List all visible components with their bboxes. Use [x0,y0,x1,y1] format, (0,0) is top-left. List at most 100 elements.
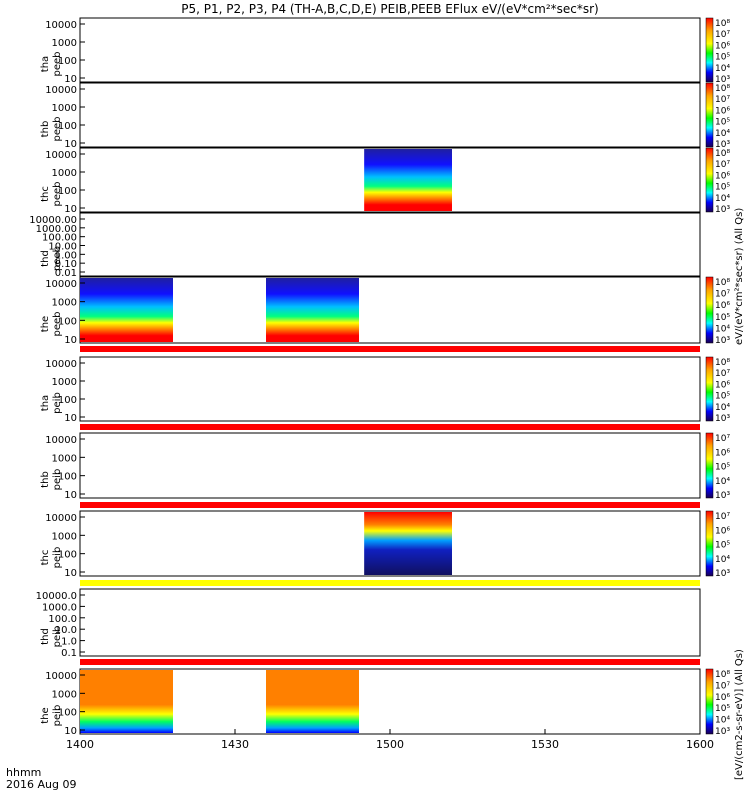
colorbar-tick-label: 10⁶ [715,693,730,703]
panel-label-probe: tha [40,56,51,72]
colorbar-tick-label: 10⁷ [715,30,730,40]
panel-frame [80,589,700,656]
y-tick-label: 1000 [52,298,77,309]
colorbar-tick-label: 10³ [715,727,730,737]
colorbar-tick-label: 10³ [715,336,730,346]
colorbar-units-upper: eV/(eV*cm²*sec*sr) (All Qs) [734,208,745,345]
panel-label-product: peeb [52,312,63,337]
x-tick-label: 1430 [221,738,249,751]
colorbar [706,277,713,343]
panel-label-product: peib [52,705,63,727]
panel-label-product: peeb [52,246,63,271]
panel-label-probe: the [40,707,51,723]
y-tick-label: 1000 [52,453,77,464]
x-tick-label: 1500 [376,738,404,751]
flag-bar [80,502,700,508]
panel-label-probe: the [40,316,51,332]
panel-label-probe: thc [40,550,51,566]
spectrogram-block [364,149,452,211]
colorbar [706,669,713,734]
y-tick-label: 1000 [52,38,77,49]
panel-label-probe: thb [40,121,51,138]
colorbar [706,511,713,576]
y-tick-label: 10 [64,204,77,215]
colorbar-tick-label: 10⁴ [715,194,730,204]
spectrogram-block [80,670,173,733]
colorbar-tick-label: 10³ [715,491,730,501]
y-tick-label: 10 [64,568,77,579]
panel-frame [80,357,700,421]
colorbar-tick-label: 10⁴ [715,716,730,726]
colorbar-tick-label: 10⁶ [715,448,730,458]
colorbar-tick-label: 10³ [715,205,730,215]
colorbar-tick-label: 10⁴ [715,64,730,74]
panel-label-product: peib [52,392,63,414]
y-tick-label: 10000 [45,513,77,524]
y-tick-label: 10 [64,490,77,501]
colorbar-tick-label: 10⁶ [715,171,730,181]
y-tick-label: 10000 [45,435,77,446]
y-tick-label: 1000 [52,531,77,542]
colorbar-tick-label: 10⁷ [715,95,730,105]
colorbar [706,148,713,212]
colorbar-tick-label: 10⁸ [715,278,730,288]
panel-label-probe: thd [40,250,51,267]
y-tick-label: 1000 [52,689,77,700]
y-tick-label: 10000 [45,20,77,31]
panel-label-probe: thd [40,628,51,645]
colorbar [706,433,713,498]
colorbar [706,18,713,82]
colorbar-tick-label: 10⁴ [715,324,730,334]
panel-label-probe: thc [40,186,51,202]
panel-label-product: peeb [52,182,63,207]
flag-bar [80,659,700,665]
y-tick-label: 10000 [45,671,77,682]
colorbar-tick-label: 10³ [715,569,730,579]
chart-canvas: 10000100010010tha peeb10⁸10⁷10⁶10⁵10⁴10³1… [0,0,750,800]
colorbar-tick-label: 10⁶ [715,106,730,116]
colorbar-tick-label: 10⁵ [715,704,730,714]
colorbar-tick-label: 10⁸ [715,84,730,94]
y-tick-label: 1000.0 [42,602,77,613]
x-tick-label: 1400 [66,738,94,751]
colorbar-tick-label: 10⁵ [715,53,730,63]
colorbar-tick-label: 10⁴ [715,477,730,487]
y-tick-label: 1000 [52,377,77,388]
panel-frame [80,83,700,147]
x-tick-label: 1530 [531,738,559,751]
colorbar-tick-label: 10⁵ [715,392,730,402]
panel-label-product: peib [52,626,63,648]
panel-frame [80,213,700,276]
flag-bar [80,580,700,586]
panel-frame [80,433,700,498]
y-tick-label: 10000 [45,279,77,290]
colorbar-tick-label: 10⁶ [715,41,730,51]
colorbar-tick-label: 10⁴ [715,403,730,413]
colorbar-tick-label: 10⁷ [715,681,730,691]
spectrogram-block [266,278,359,342]
colorbar-tick-label: 10⁷ [715,160,730,170]
colorbar-tick-label: 10⁶ [715,380,730,390]
colorbar-tick-label: 10⁵ [715,183,730,193]
colorbar-tick-label: 10⁸ [715,358,730,368]
colorbar-tick-label: 10⁸ [715,149,730,159]
y-tick-label: 1.0 [61,637,77,648]
y-tick-label: 10 [64,139,77,150]
panel-label-probe: tha [40,395,51,411]
y-tick-label: 10000 [45,85,77,96]
y-tick-label: 1000 [52,168,77,179]
y-tick-label: 10 [64,726,77,737]
panel-label-product: peeb [52,52,63,77]
spectrogram-block [364,512,452,575]
y-tick-label: 100.0 [48,614,77,625]
spectrogram-block [80,278,173,342]
y-tick-label: 10 [64,335,77,346]
panel-label-product: peib [52,547,63,569]
spectrogram-block [266,670,359,733]
colorbar-tick-label: 10⁶ [715,301,730,311]
colorbar-tick-label: 10⁵ [715,541,730,551]
colorbar [706,83,713,147]
colorbar-tick-label: 10⁵ [715,313,730,323]
x-tick-label: 1600 [686,738,714,751]
colorbar-tick-label: 10⁷ [715,434,730,444]
